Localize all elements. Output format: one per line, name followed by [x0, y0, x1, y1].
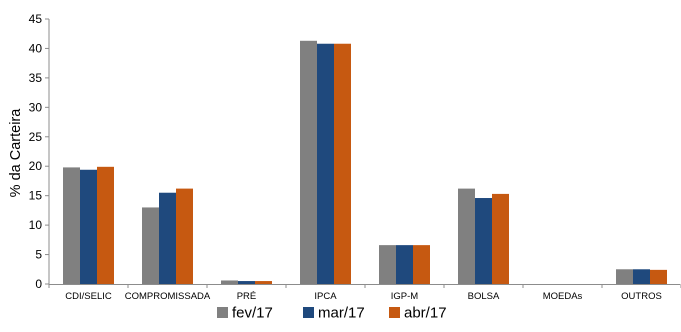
x-axis-ticks: CDI/SELIC COMPROMISSADA PRÉ IPCA IGP-M BOLSA M… [48, 284, 681, 302]
bar [159, 192, 176, 284]
y-tick-label: 30 [29, 100, 43, 114]
bar [413, 245, 430, 284]
legend-label: fev/17 [232, 305, 273, 322]
legend-swatch [217, 307, 228, 318]
bar [176, 188, 193, 284]
bar [300, 40, 317, 285]
bar [475, 198, 492, 284]
legend-label: abr/17 [404, 305, 447, 322]
bar [97, 166, 114, 284]
x-tick-label: BOLSA [468, 291, 500, 302]
x-tick-label: CDI/SELIC [65, 291, 112, 302]
legend: fev/17 mar/17 abr/17 [217, 305, 447, 322]
x-tick-label: IPCA [314, 291, 337, 302]
bar [633, 269, 650, 284]
x-tick-label: COMPROMISSADA [125, 291, 211, 302]
bar [458, 188, 475, 284]
bar [396, 245, 413, 284]
bar [142, 207, 159, 284]
bar [255, 281, 272, 284]
y-tick-label: 25 [29, 130, 43, 144]
y-tick-label: 45 [29, 12, 43, 26]
x-tick-label: MOEDAs [543, 291, 583, 302]
y-tick-label: 0 [35, 277, 42, 291]
y-axis-ticks: 0 5 10 15 20 25 30 35 40 45 [29, 12, 49, 291]
bar [650, 269, 667, 284]
bar [334, 43, 351, 284]
bar [616, 269, 633, 284]
y-tick-label: 15 [29, 189, 43, 203]
bar [238, 281, 255, 284]
y-tick-label: 35 [29, 71, 43, 85]
legend-swatch [389, 307, 400, 318]
y-tick-label: 5 [35, 248, 42, 262]
bar [379, 245, 396, 284]
x-tick-label: IGP-M [391, 291, 419, 302]
y-tick-label: 10 [29, 218, 43, 232]
y-tick-label: 40 [29, 41, 43, 55]
chart-bars [63, 40, 667, 285]
x-tick-label: PRÉ [237, 291, 257, 302]
legend-swatch [303, 307, 314, 318]
bar [221, 280, 238, 284]
y-tick-label: 20 [29, 159, 43, 173]
bar [63, 167, 80, 284]
y-axis-label: % da Carteira [8, 108, 24, 198]
x-tick-label: OUTROS [621, 291, 662, 302]
bar [317, 43, 334, 284]
bar [80, 169, 97, 284]
legend-label: mar/17 [318, 305, 365, 322]
bar [492, 193, 509, 284]
